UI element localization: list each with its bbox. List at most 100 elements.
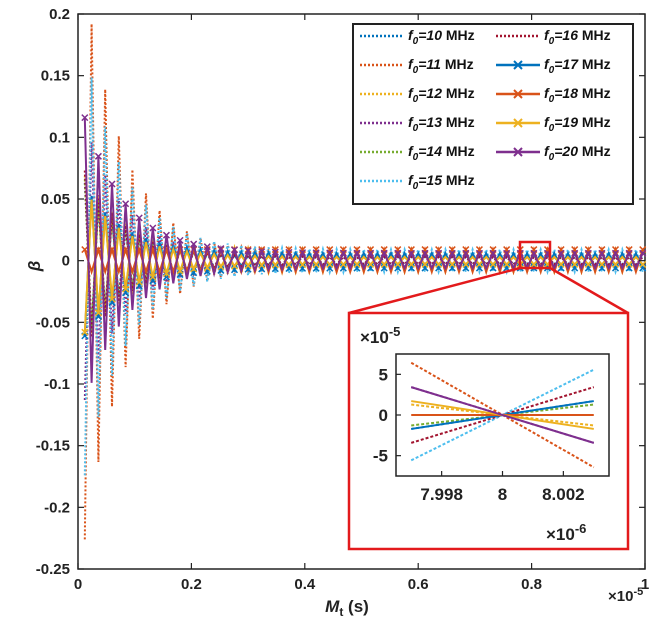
- series-marker: [571, 260, 579, 268]
- legend-label: f0=15 MHz: [408, 172, 475, 192]
- x-tick-label: 0.8: [521, 576, 542, 593]
- series-marker: [353, 260, 361, 268]
- legend-item: f0=20 MHz: [496, 143, 611, 163]
- legend-label: f0=18 MHz: [544, 85, 611, 105]
- series-marker: [462, 260, 470, 268]
- series-marker: [571, 249, 579, 257]
- series-marker: [81, 246, 89, 254]
- series-marker: [639, 260, 647, 268]
- legend-item: f0=16 MHz: [496, 27, 611, 47]
- legend-item: f0=14 MHz: [360, 143, 475, 163]
- legend-item: f0=12 MHz: [360, 85, 475, 105]
- series-marker: [353, 249, 361, 257]
- series-marker: [258, 261, 266, 269]
- legend-marker: [513, 60, 523, 70]
- inset-y-exponent: ×10-5: [360, 324, 400, 347]
- legend-item: f0=15 MHz: [360, 172, 475, 192]
- series-marker: [285, 248, 293, 256]
- series-marker: [394, 249, 402, 257]
- series-marker: [326, 249, 334, 257]
- legend-item: f0=17 MHz: [496, 56, 611, 76]
- legend-marker: [513, 118, 523, 128]
- series-marker: [598, 260, 606, 268]
- inset-x-tick-label: 8.002: [542, 485, 585, 504]
- inset-x-tick-label: 7.998: [420, 485, 463, 504]
- x-tick-label: 1: [641, 576, 649, 593]
- series-marker: [94, 152, 102, 160]
- y-tick-label: -0.05: [36, 314, 70, 331]
- series-marker: [203, 243, 211, 251]
- inset-x-exponent: ×10-6: [546, 521, 586, 544]
- inset-chart: 7.998 8 8.002 5 0 -5 ×10-5 ×10-6: [347, 311, 630, 551]
- legend-box: [352, 23, 634, 205]
- series-marker: [584, 260, 592, 268]
- x-tick-label: 0.6: [408, 576, 429, 593]
- series-marker: [176, 236, 184, 244]
- series-marker: [380, 249, 388, 257]
- legend-label: f0=13 MHz: [408, 114, 475, 134]
- legend-item: f0=13 MHz: [360, 114, 475, 134]
- y-tick-label: 0.2: [49, 6, 70, 23]
- series-marker: [230, 246, 239, 254]
- series-marker: [299, 261, 307, 269]
- zoom-highlight-box: [518, 240, 552, 270]
- series-marker: [339, 249, 347, 257]
- y-axis-label: β: [25, 261, 44, 273]
- series-marker: [135, 214, 143, 222]
- series-marker: [598, 249, 606, 257]
- series-marker: [611, 249, 620, 257]
- x-tick-label: 0: [74, 576, 82, 593]
- series-marker: [584, 249, 592, 257]
- series-marker: [394, 260, 402, 268]
- y-tick-label: 0: [62, 253, 70, 270]
- legend-marker: [513, 147, 523, 157]
- series-marker: [503, 260, 511, 268]
- series-marker: [81, 328, 89, 336]
- series-marker: [380, 260, 388, 268]
- series-marker: [285, 261, 293, 269]
- legend-item: f0=19 MHz: [496, 114, 611, 134]
- series-marker: [162, 231, 170, 239]
- series-marker: [326, 260, 334, 269]
- series-marker: [475, 260, 483, 268]
- series-marker: [149, 224, 157, 232]
- series-marker: [462, 249, 470, 257]
- inset-y-tick-label: 5: [379, 365, 388, 384]
- series-marker: [448, 260, 456, 268]
- series-marker: [421, 249, 429, 257]
- series-marker: [149, 273, 157, 281]
- legend-item: f0=18 MHz: [496, 85, 611, 105]
- inset-series-layer: [410, 361, 595, 469]
- series-marker: [190, 265, 198, 273]
- series-marker: [285, 246, 293, 254]
- series-marker: [176, 267, 184, 275]
- y-tick-label: 0.15: [41, 68, 70, 85]
- series-marker: [230, 262, 239, 270]
- legend-label: f0=10 MHz: [408, 27, 475, 47]
- series-marker: [435, 249, 443, 257]
- y-tick-label: -0.25: [36, 561, 70, 578]
- x-axis-label: Mt (s): [325, 597, 369, 619]
- legend-label: f0=11 MHz: [408, 56, 474, 76]
- series-marker: [475, 249, 483, 257]
- inset-x-tick-label: 8: [498, 485, 507, 504]
- inset-y-tick-label: -5: [373, 447, 388, 466]
- series-marker: [448, 249, 456, 257]
- y-tick-label: -0.15: [36, 438, 70, 455]
- series-marker: [557, 249, 565, 257]
- legend-label: f0=16 MHz: [544, 27, 611, 47]
- y-tick-label: -0.2: [44, 499, 70, 516]
- series-marker: [258, 248, 266, 256]
- series-marker: [530, 260, 538, 268]
- series-marker: [625, 249, 633, 257]
- series-marker: [489, 249, 497, 257]
- series-marker: [81, 114, 89, 122]
- x-tick-label: 0.2: [181, 576, 202, 593]
- series-marker: [407, 260, 415, 268]
- series-marker: [339, 260, 347, 269]
- legend-label: f0=19 MHz: [544, 114, 611, 134]
- inset-y-tick-label: 0: [379, 406, 388, 425]
- series-marker: [407, 249, 415, 257]
- series-marker: [299, 249, 307, 257]
